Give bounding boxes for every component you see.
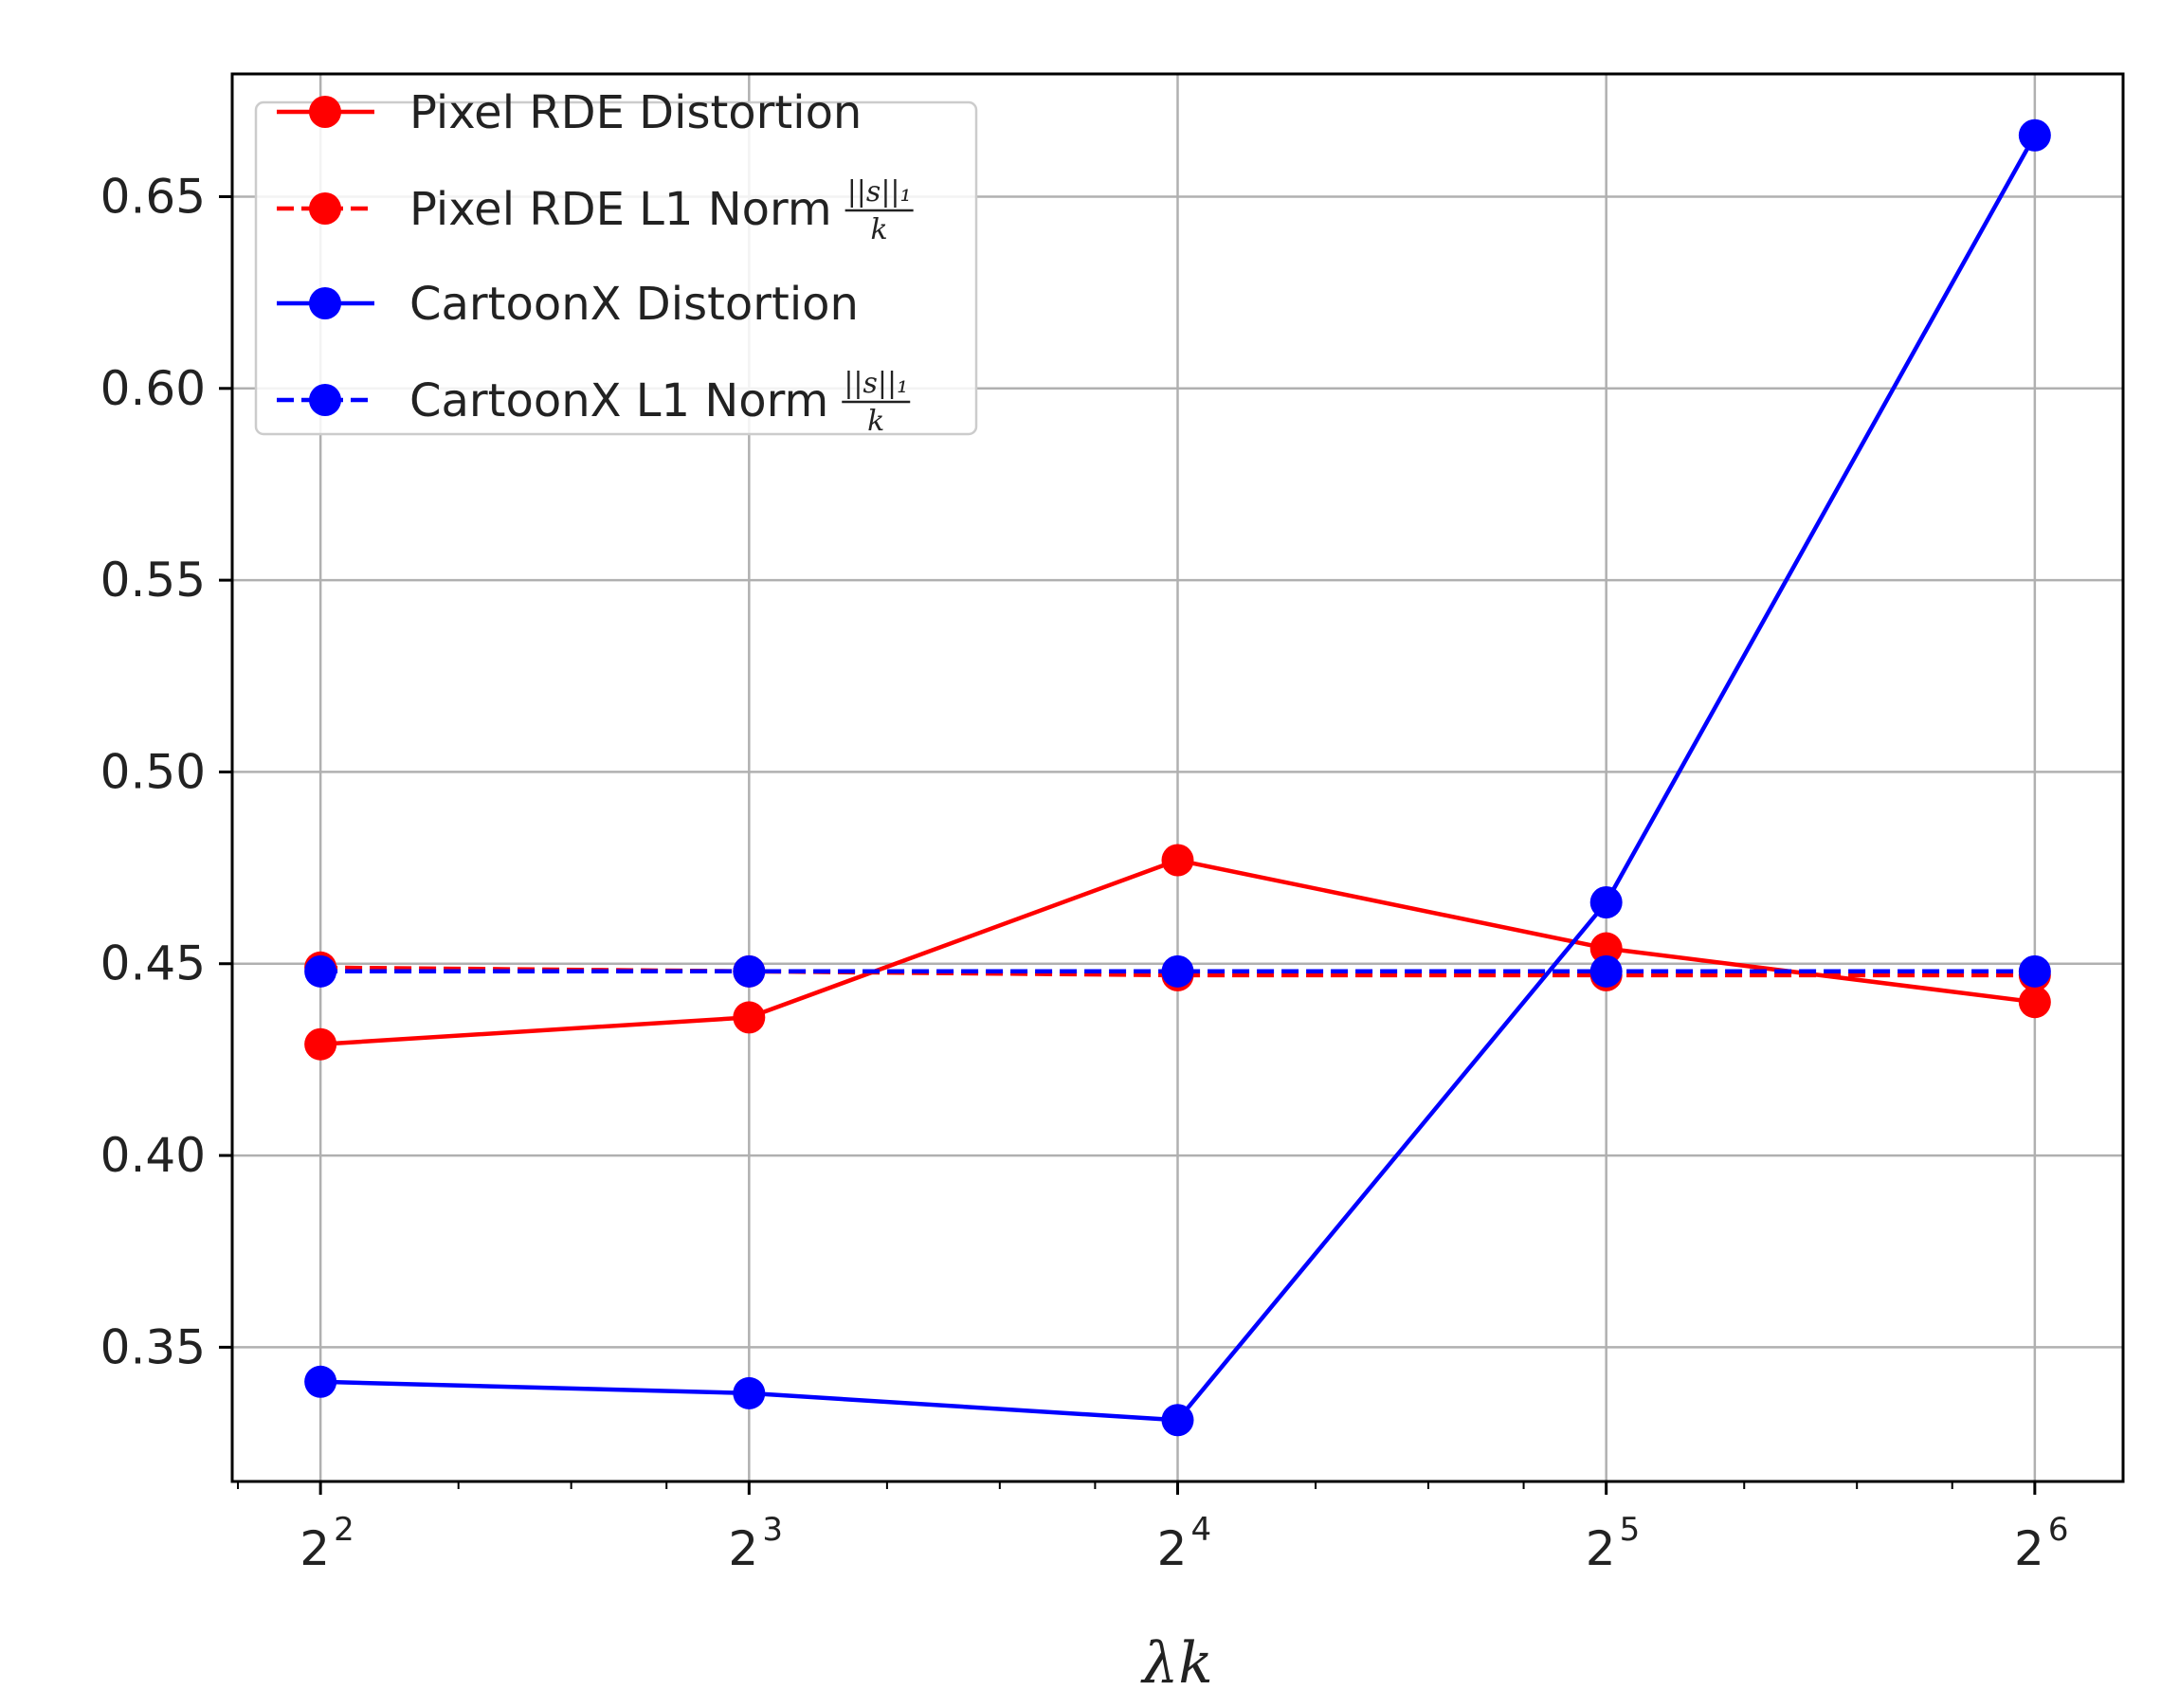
y-tick-label: 0.65 [100,169,206,224]
legend-fraction-numerator: ||s||₁ [847,175,912,209]
x-tick-exponent: 5 [1620,1511,1641,1549]
x-tick-label: 2 [300,1521,330,1576]
x-tick-label: 2 [728,1521,758,1576]
y-tick-label: 0.35 [100,1319,206,1374]
data-point [304,1365,337,1398]
legend-item: Pixel RDE L1 Norm ||s||₁ k [277,175,914,246]
y-tick-label: 0.40 [100,1128,206,1183]
legend-marker [309,384,341,416]
legend-fraction-denominator: k [867,405,884,438]
y-tick-label: 0.60 [100,361,206,416]
legend-label: CartoonX L1 Norm [409,374,828,427]
data-point [1161,1404,1194,1437]
x-tick-label: 2 [1586,1521,1616,1576]
data-point [1161,954,1194,988]
data-point [1161,844,1194,877]
x-tick-label: 2 [1157,1521,1188,1576]
y-axis: 0.35 0.40 0.45 0.50 0.55 0.60 0.65 [100,169,232,1374]
legend-item: CartoonX Distortion [277,278,859,331]
data-point [304,954,337,988]
legend-label: CartoonX Distortion [409,278,859,331]
legend-label: Pixel RDE L1 Norm [409,183,832,236]
data-point [1589,954,1623,988]
x-tick-label: 2 [2014,1521,2044,1576]
data-point [2018,118,2051,152]
series-pixel-rde-distortion [304,844,2051,1061]
legend-fraction-denominator: k [871,213,888,246]
x-tick-exponent: 4 [1191,1511,1212,1549]
y-tick-label: 0.50 [100,744,206,799]
legend-fraction-numerator: ||s||₁ [844,367,908,400]
y-tick-label: 0.45 [100,936,206,991]
data-point [2018,986,2051,1019]
data-point [304,1027,337,1061]
legend-item: Pixel RDE Distortion [277,86,862,139]
legend-label: Pixel RDE Distortion [409,86,862,139]
data-point [733,954,766,988]
x-tick-exponent: 6 [2048,1511,2069,1549]
series-layer [304,118,2051,1437]
x-axis-label: λk [1140,1630,1212,1697]
x-tick-exponent: 2 [334,1511,354,1549]
data-point [2018,954,2051,988]
legend-marker [309,287,341,319]
x-tick-exponent: 3 [762,1511,783,1549]
legend: Pixel RDE Distortion Pixel RDE L1 Norm ||s… [254,86,978,438]
legend-marker [309,192,341,225]
data-point [733,1001,766,1034]
legend-marker [309,96,341,128]
data-point [733,1376,766,1409]
y-tick-label: 0.55 [100,553,206,608]
legend-item: CartoonX L1 Norm ||s||₁ k [277,367,911,438]
legend-box [254,100,978,436]
data-point [1589,932,1623,965]
series-cartoonx-distortion [304,118,2051,1437]
data-point [1589,886,1623,919]
series-cartoonx-l1-norm [304,954,2051,988]
